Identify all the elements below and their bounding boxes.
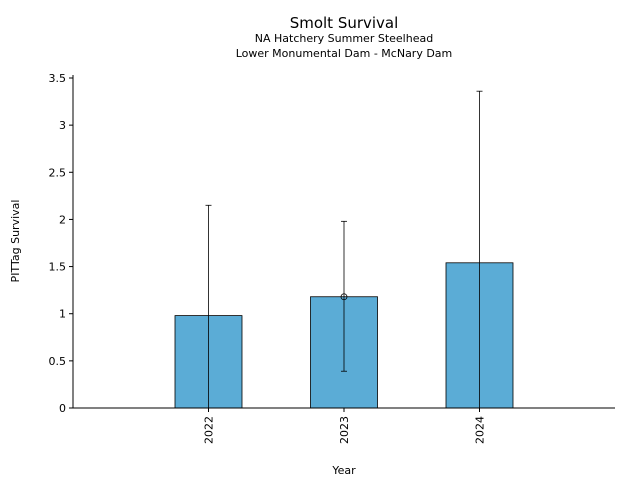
x-tick-label-2022: 2022 (203, 416, 216, 444)
x-axis-label: Year (331, 464, 356, 477)
y-axis-label: PITTag Survival (9, 200, 22, 283)
chart-subtitle-line-2: Lower Monumental Dam - McNary Dam (236, 47, 453, 60)
y-tick-label: 2.5 (49, 166, 67, 179)
chart-title: Smolt Survival (290, 14, 399, 32)
plot-area: 0 0.5 1 1.5 2 2.5 3 3.5 2022 2023 2024 (49, 72, 514, 444)
y-tick-label: 0.5 (49, 355, 67, 368)
y-tick-label: 1.5 (49, 261, 67, 274)
y-tick-label: 2 (59, 213, 66, 226)
x-tick-label-2024: 2024 (474, 416, 487, 444)
y-tick-label: 1 (59, 308, 66, 321)
x-tick-label-2023: 2023 (338, 416, 351, 444)
y-tick-label: 0 (59, 402, 66, 415)
point-marker-2023 (340, 293, 348, 301)
y-tick-label: 3 (59, 119, 66, 132)
chart-subtitle-line-1: NA Hatchery Summer Steelhead (255, 32, 433, 45)
y-tick-label: 3.5 (49, 72, 67, 85)
